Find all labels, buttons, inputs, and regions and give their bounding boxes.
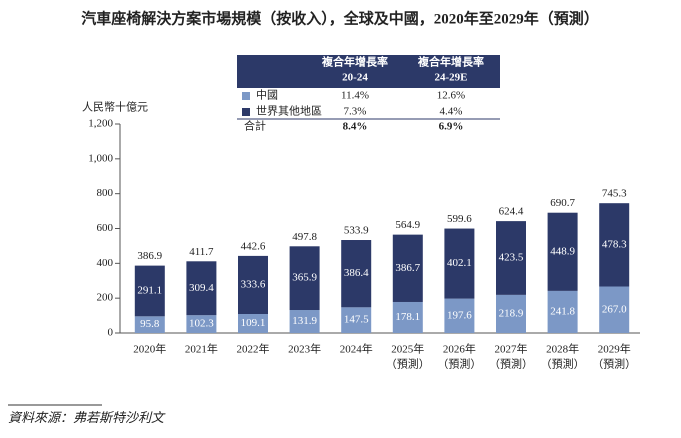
bar-segment <box>496 221 526 295</box>
y-tick-label: 200 <box>97 292 114 304</box>
x-tick-label: 2026年 <box>443 342 476 356</box>
bar-segment <box>444 228 475 299</box>
table-header <box>237 55 500 88</box>
bar-segment <box>547 290 578 333</box>
y-tick-label: 800 <box>97 187 114 199</box>
bar-segment <box>392 301 423 333</box>
segment-label: 197.6 <box>447 309 472 321</box>
bar-segment <box>134 265 165 317</box>
y-tick-label: 1,000 <box>88 152 113 164</box>
y-axis-label: 人民幣十億元 <box>82 100 148 114</box>
segment-label: 309.4 <box>189 282 214 294</box>
segment-label: 147.5 <box>344 314 369 326</box>
segment-label: 478.3 <box>602 238 627 250</box>
total-label: 497.8 <box>292 231 317 243</box>
segment-label: 178.1 <box>395 311 420 323</box>
bar-segment <box>134 316 165 333</box>
x-tick-label: 2024年 <box>340 342 373 356</box>
bar-segment <box>496 294 526 333</box>
table-cell: 12.6% <box>437 90 465 102</box>
table-cell: 4.4% <box>440 106 463 118</box>
y-tick-label: 600 <box>97 222 114 234</box>
legend-label: 中國 <box>256 89 278 102</box>
total-label: 442.6 <box>241 240 266 252</box>
x-tick-label: 2023年 <box>288 342 321 356</box>
total-label: 690.7 <box>550 197 575 209</box>
y-tick-label: 400 <box>97 257 114 269</box>
segment-label: 267.0 <box>602 303 627 315</box>
bar-segment <box>444 298 475 333</box>
segment-label: 102.3 <box>189 318 214 330</box>
segment-label: 109.1 <box>241 317 266 329</box>
bar-segment <box>186 315 217 333</box>
segment-label: 386.4 <box>344 267 369 279</box>
total-label: 564.9 <box>395 219 420 231</box>
x-tick-label: （預測） <box>386 357 430 371</box>
total-label: 411.7 <box>189 246 214 258</box>
bar-segment <box>341 307 372 333</box>
segment-label: 333.6 <box>241 278 266 290</box>
total-label: 386.9 <box>137 250 162 262</box>
total-label: 533.9 <box>344 225 369 237</box>
x-tick-label: （預測） <box>541 357 585 371</box>
bar-segment <box>392 234 423 302</box>
bar-segment <box>238 313 268 333</box>
bar-segment <box>289 246 320 311</box>
segment-label: 448.9 <box>550 245 575 257</box>
bar-segment <box>341 240 372 308</box>
x-tick-label: 2029年 <box>598 342 631 356</box>
table-total-cell: 8.4% <box>343 121 368 133</box>
segment-label: 218.9 <box>499 307 524 319</box>
bar-segment <box>599 203 630 287</box>
x-tick-label: 2020年 <box>133 342 166 356</box>
table-total-cell: 6.9% <box>439 121 464 133</box>
x-tick-label: （預測） <box>489 357 533 371</box>
segment-label: 241.8 <box>550 305 575 317</box>
legend-swatch <box>242 92 250 100</box>
table-total-label: 合計 <box>244 119 266 133</box>
y-tick-label: 1,200 <box>88 118 113 130</box>
bar-segment <box>289 310 320 333</box>
x-tick-label: 2022年 <box>237 342 270 356</box>
total-label: 624.4 <box>499 206 524 218</box>
x-tick-label: 2025年 <box>391 342 424 356</box>
x-tick-label: 2021年 <box>185 342 218 356</box>
segment-label: 386.7 <box>395 262 420 274</box>
table-header-text: 20-24 <box>342 72 368 84</box>
x-tick-label: 2028年 <box>546 342 579 356</box>
bar-segment <box>238 255 268 314</box>
table-header-text: 複合年增長率 <box>417 55 484 69</box>
segment-label: 131.9 <box>292 315 317 327</box>
table-header-text: 24-29E <box>435 72 468 84</box>
bar-segment <box>599 286 630 333</box>
bar-segment <box>186 261 217 316</box>
table-header-text: 複合年增長率 <box>321 55 388 69</box>
segment-label: 402.1 <box>447 257 472 269</box>
chart-title: 汽車座椅解決方案市場規模（按收入），全球及中國，2020年至2029年（預測） <box>81 9 599 27</box>
segment-label: 291.1 <box>137 284 162 296</box>
source: 資料來源：弗若斯特沙利文 <box>8 410 166 425</box>
total-label: 599.6 <box>447 213 472 225</box>
x-tick-label: 2027年 <box>495 342 528 356</box>
bar-segment <box>547 212 578 291</box>
segment-label: 95.8 <box>140 318 160 330</box>
segment-label: 365.9 <box>292 272 317 284</box>
x-tick-label: （預測） <box>592 357 636 371</box>
table-cell: 11.4% <box>341 90 369 102</box>
table-cell: 7.3% <box>344 106 367 118</box>
y-tick-label: 0 <box>108 327 114 339</box>
legend-swatch <box>242 108 250 116</box>
segment-label: 423.5 <box>499 252 524 264</box>
x-tick-label: （預測） <box>437 357 481 371</box>
legend-label: 世界其他地區 <box>256 105 322 118</box>
total-label: 745.3 <box>602 188 627 200</box>
